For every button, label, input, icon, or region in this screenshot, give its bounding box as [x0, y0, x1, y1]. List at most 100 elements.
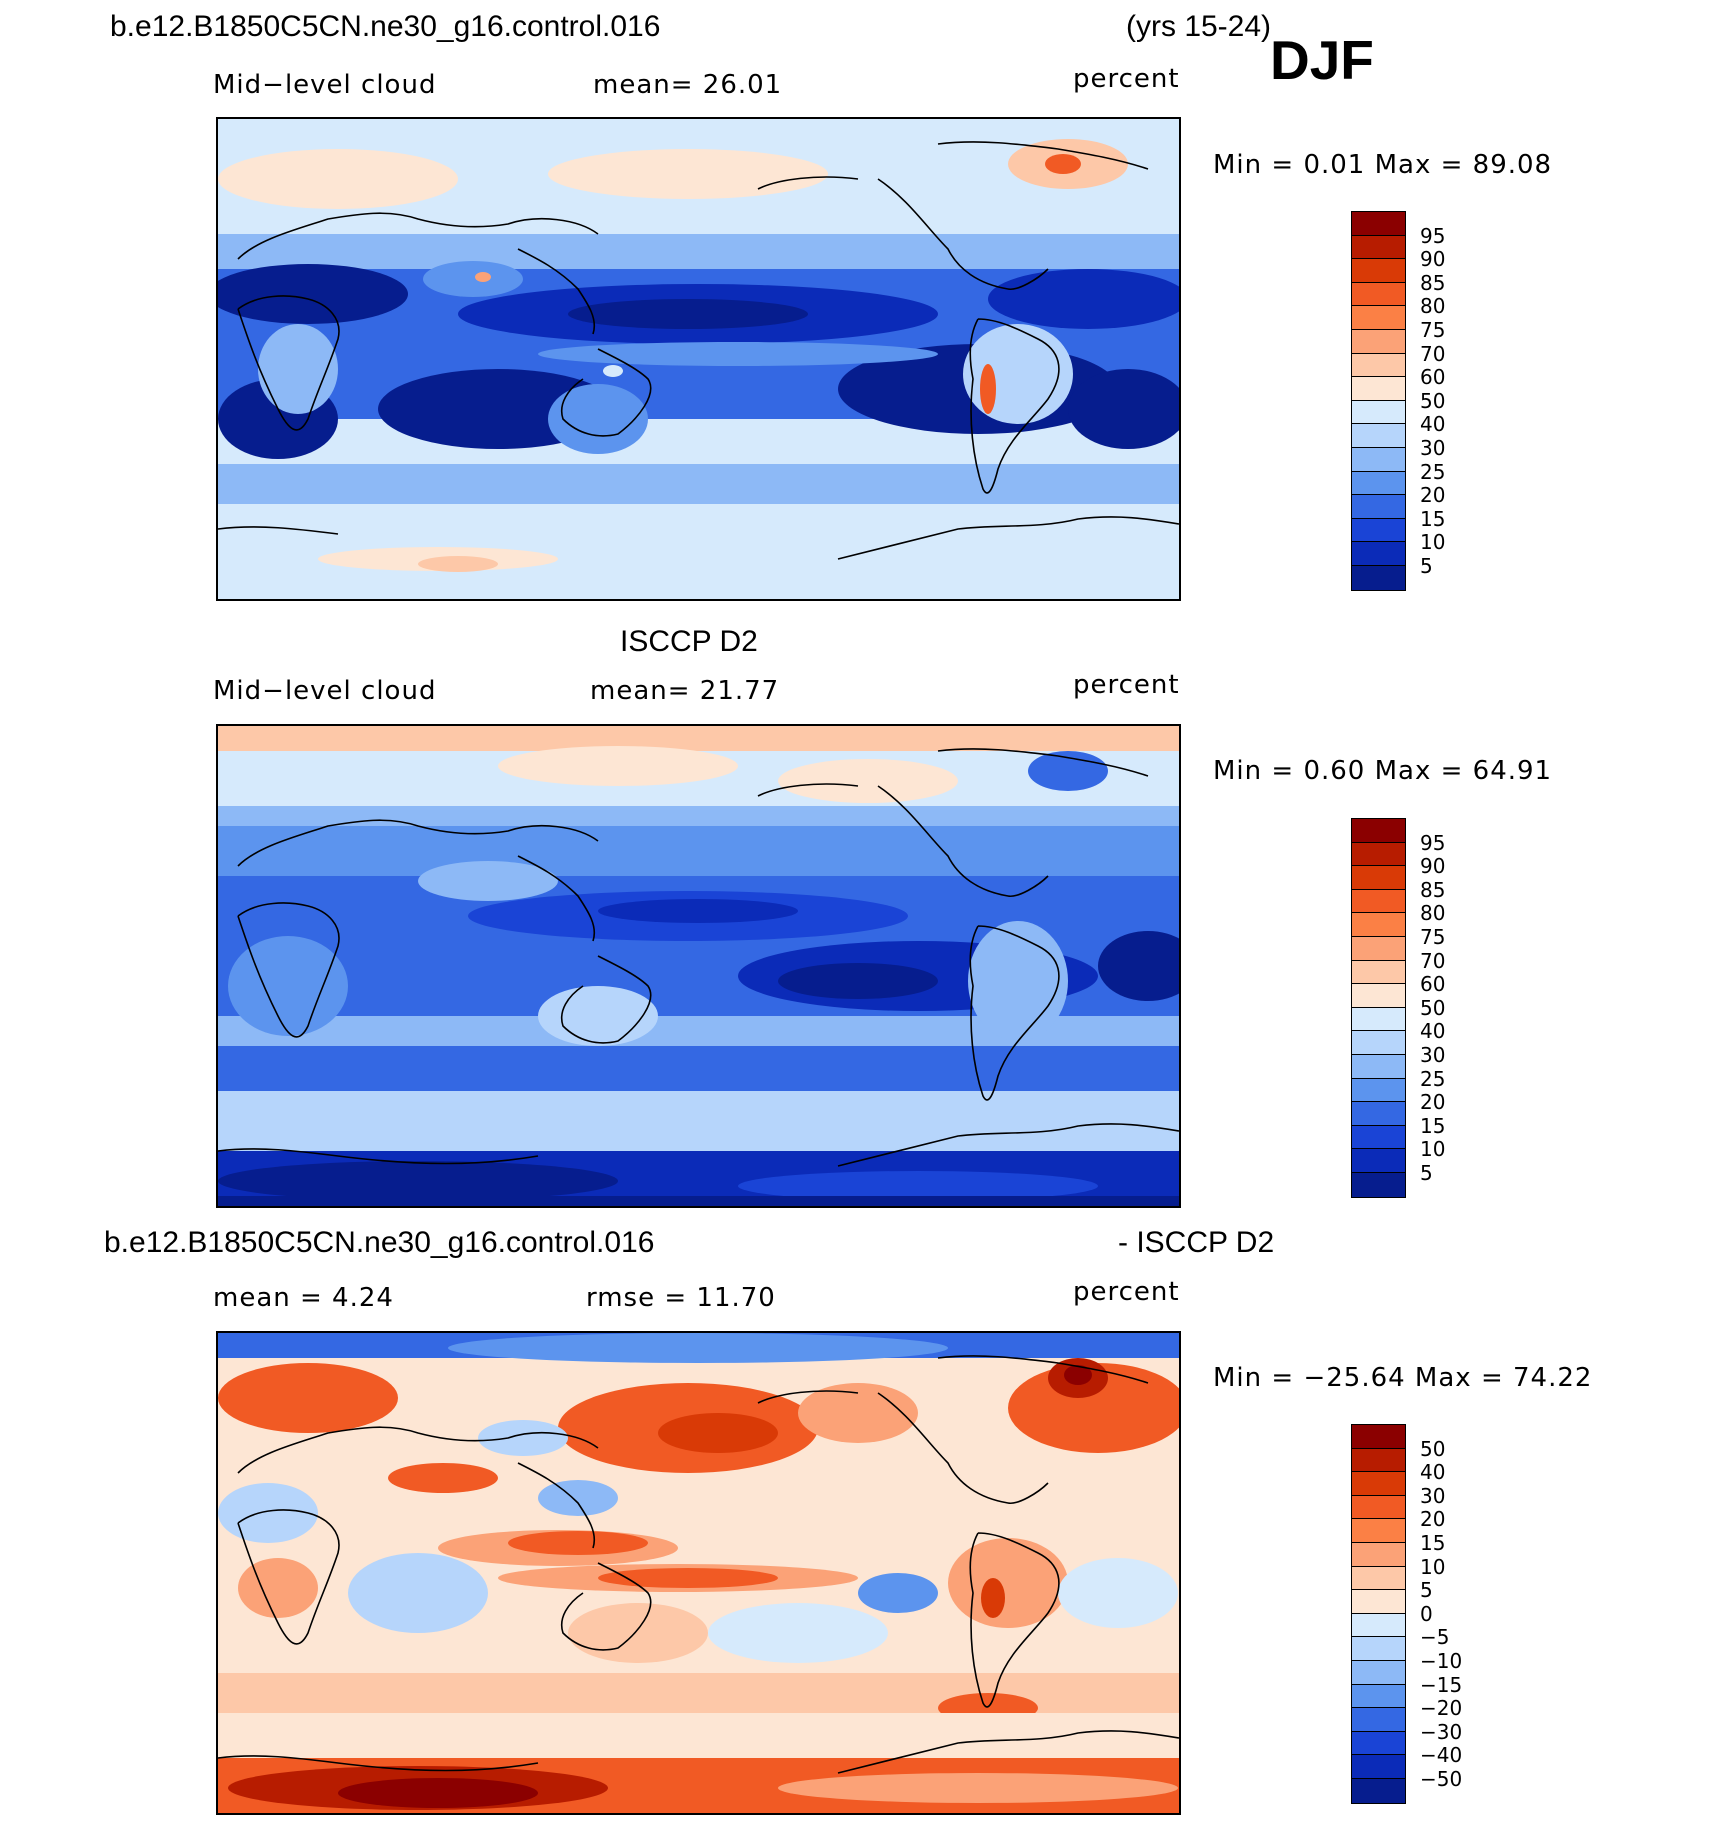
- colorbar-label: 30: [1420, 1043, 1446, 1067]
- colorbar-label: −5: [1420, 1625, 1450, 1650]
- colorbar-swatch: [1352, 1007, 1405, 1032]
- colorbar-label: −50: [1420, 1767, 1463, 1791]
- colorbar-label: 85: [1420, 270, 1446, 295]
- colorbar-swatch: [1352, 1613, 1405, 1638]
- colorbar-label: 50: [1420, 995, 1446, 1020]
- colorbar-swatch: [1352, 495, 1405, 519]
- colorbar-swatch: [1352, 1102, 1405, 1126]
- colorbar-label: 5: [1420, 1578, 1433, 1603]
- colorbar-swatch: [1352, 842, 1405, 867]
- colorbar-swatch: [1352, 819, 1405, 843]
- panel1-minmax: Min = 0.01 Max = 89.08: [1213, 150, 1553, 180]
- colorbar-label: 20: [1420, 483, 1446, 508]
- colorbar-swatch: [1352, 1778, 1405, 1803]
- panel1-mean-label: mean= 26.01: [593, 70, 783, 100]
- colorbar-label: 0: [1420, 1601, 1433, 1626]
- colorbar-label: 80: [1420, 901, 1446, 926]
- colorbar-label: 70: [1420, 341, 1446, 366]
- colorbar-label: −10: [1420, 1649, 1463, 1673]
- panel2-colorbar: [1351, 818, 1406, 1198]
- season-label: DJF: [1270, 29, 1374, 91]
- colorbar-swatch: [1352, 866, 1405, 890]
- colorbar-swatch: [1352, 259, 1405, 283]
- colorbar-swatch: [1352, 518, 1405, 543]
- colorbar-swatch: [1352, 1448, 1405, 1473]
- colorbar-label: 10: [1420, 530, 1446, 555]
- colorbar-label: −30: [1420, 1719, 1463, 1744]
- case-title: b.e12.B1850C5CN.ne30_g16.control.016: [110, 10, 661, 43]
- panel3-colorbar: [1351, 1424, 1406, 1804]
- colorbar-swatch: [1352, 329, 1405, 354]
- colorbar-swatch: [1352, 1566, 1405, 1591]
- colorbar-swatch: [1352, 1660, 1405, 1685]
- colorbar-swatch: [1352, 1637, 1405, 1661]
- colorbar-label: −40: [1420, 1743, 1463, 1768]
- colorbar-label: 15: [1420, 506, 1446, 531]
- panel2-variable-label: Mid−level cloud: [213, 676, 437, 706]
- colorbar-swatch: [1352, 960, 1405, 985]
- colorbar-swatch: [1352, 306, 1405, 330]
- colorbar-swatch: [1352, 1495, 1405, 1520]
- colorbar-swatch: [1352, 1519, 1405, 1543]
- colorbar-swatch: [1352, 1708, 1405, 1732]
- colorbar-swatch: [1352, 936, 1405, 961]
- panel3-title-case: b.e12.B1850C5CN.ne30_g16.control.016: [104, 1226, 655, 1259]
- colorbar-swatch: [1352, 984, 1405, 1008]
- colorbar-label: −15: [1420, 1672, 1463, 1697]
- colorbar-swatch: [1352, 565, 1405, 590]
- colorbar-label: 25: [1420, 459, 1446, 484]
- colorbar-swatch: [1352, 1078, 1405, 1103]
- colorbar-swatch: [1352, 1684, 1405, 1709]
- colorbar-label: 20: [1420, 1090, 1446, 1115]
- colorbar-label: 70: [1420, 948, 1446, 973]
- colorbar-swatch: [1352, 542, 1405, 566]
- colorbar-swatch: [1352, 1472, 1405, 1496]
- colorbar-label: 95: [1420, 830, 1446, 855]
- colorbar-label: 30: [1420, 1483, 1446, 1508]
- colorbar-swatch: [1352, 353, 1405, 378]
- colorbar-label: 10: [1420, 1137, 1446, 1162]
- colorbar-label: 90: [1420, 247, 1446, 272]
- panel1-units-label: percent: [1073, 64, 1180, 94]
- panel3-units-label: percent: [1073, 1277, 1180, 1307]
- colorbar-label: 30: [1420, 436, 1446, 460]
- colorbar-swatch: [1352, 1172, 1405, 1197]
- colorbar-swatch: [1352, 212, 1405, 236]
- colorbar-label: 50: [1420, 1436, 1446, 1461]
- colorbar-swatch: [1352, 282, 1405, 307]
- panel3-rmse-label: rmse = 11.70: [586, 1283, 776, 1313]
- panel2-title: ISCCP D2: [620, 625, 758, 658]
- years-label: (yrs 15-24): [1126, 10, 1272, 43]
- colorbar-label: 95: [1420, 223, 1446, 248]
- colorbar-label: 20: [1420, 1507, 1446, 1532]
- colorbar-swatch: [1352, 447, 1405, 472]
- colorbar-label: −20: [1420, 1696, 1463, 1721]
- colorbar-label: 75: [1420, 318, 1446, 342]
- colorbar-label: 15: [1420, 1531, 1446, 1555]
- colorbar-swatch: [1352, 1542, 1405, 1567]
- colorbar-swatch: [1352, 1149, 1405, 1173]
- colorbar-swatch: [1352, 471, 1405, 496]
- panel3-minmax: Min = −25.64 Max = 74.22: [1213, 1363, 1593, 1393]
- colorbar-swatch: [1352, 1731, 1405, 1756]
- colorbar-swatch: [1352, 400, 1405, 425]
- colorbar-swatch: [1352, 1590, 1405, 1614]
- colorbar-label: 10: [1420, 1554, 1446, 1579]
- colorbar-label: 60: [1420, 365, 1446, 390]
- colorbar-label: 5: [1420, 1161, 1433, 1185]
- colorbar-label: 5: [1420, 554, 1433, 578]
- colorbar-label: 40: [1420, 412, 1446, 437]
- colorbar-label: 85: [1420, 877, 1446, 902]
- panel3-mean-label: mean = 4.24: [213, 1283, 394, 1313]
- colorbar-label: 50: [1420, 388, 1446, 413]
- colorbar-swatch: [1352, 235, 1405, 260]
- colorbar-label: 40: [1420, 1460, 1446, 1485]
- colorbar-label: 60: [1420, 972, 1446, 997]
- colorbar-label: 80: [1420, 294, 1446, 319]
- panel1-map: [216, 117, 1181, 601]
- panel1-colorbar: [1351, 211, 1406, 591]
- panel2-minmax: Min = 0.60 Max = 64.91: [1213, 756, 1553, 786]
- panel2-map: [216, 724, 1181, 1208]
- panel1-variable-label: Mid−level cloud: [213, 70, 437, 100]
- colorbar-label: 25: [1420, 1066, 1446, 1091]
